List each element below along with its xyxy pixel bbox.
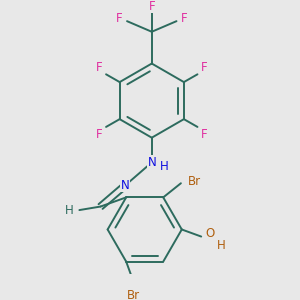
Text: F: F xyxy=(96,128,103,141)
Text: Br: Br xyxy=(188,175,201,188)
Text: H: H xyxy=(217,239,226,252)
Text: N: N xyxy=(121,179,130,192)
Text: O: O xyxy=(206,226,215,239)
Text: H: H xyxy=(64,204,73,217)
Text: F: F xyxy=(181,12,188,25)
Text: F: F xyxy=(201,128,207,141)
Text: N: N xyxy=(147,156,156,169)
Text: F: F xyxy=(96,61,103,74)
Text: F: F xyxy=(201,61,207,74)
Text: F: F xyxy=(148,0,155,13)
Text: Br: Br xyxy=(127,289,140,300)
Text: H: H xyxy=(160,160,169,173)
Text: F: F xyxy=(116,12,123,25)
